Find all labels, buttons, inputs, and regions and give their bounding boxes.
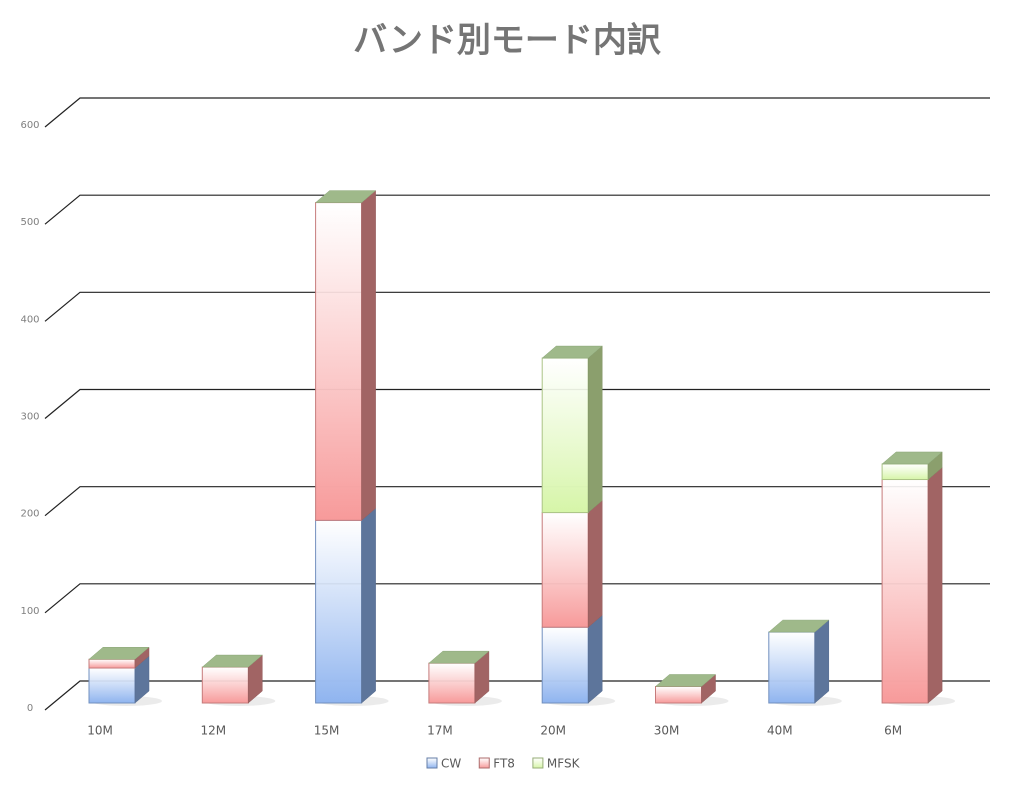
bar-segment [88, 655, 150, 704]
y-tick-label: 500 [20, 217, 39, 228]
grid-line [44, 291, 990, 322]
bar-segment [768, 619, 830, 704]
bar-top [314, 190, 377, 203]
x-tick-label: 20M [540, 724, 566, 738]
bar-top [201, 654, 263, 668]
bar-top [428, 650, 490, 664]
bar-top [654, 674, 717, 687]
grid-line [44, 486, 990, 517]
grid-line [44, 680, 990, 711]
y-tick-label: 300 [20, 412, 39, 423]
x-tick-label: 10M [87, 724, 113, 738]
grid-line [44, 97, 990, 128]
bar-segment [881, 466, 943, 704]
x-tick-label: 15M [314, 724, 340, 738]
legend-label: MFSK [547, 757, 581, 771]
legend-swatch [426, 757, 438, 769]
legend-label: FT8 [493, 757, 515, 771]
grid-line [44, 194, 990, 225]
legend-swatch [478, 757, 490, 769]
bar-segment [201, 654, 263, 704]
bar-top [88, 647, 150, 660]
x-tick-label: 17M [427, 724, 453, 738]
grid-line [44, 388, 990, 419]
legend-swatch [532, 757, 544, 769]
bar-segment [315, 190, 376, 521]
x-tick-label: 30M [654, 724, 680, 738]
y-tick-label: 0 [27, 703, 33, 714]
x-tick-label: 40M [767, 724, 793, 738]
bar-segment [541, 614, 603, 704]
bar-segment [541, 345, 603, 514]
bar-top [768, 619, 830, 633]
bar-segment [315, 507, 376, 704]
y-tick-label: 600 [20, 120, 39, 131]
y-tick-label: 400 [20, 314, 39, 325]
legend-label: CW [441, 757, 461, 771]
y-tick-label: 100 [20, 606, 39, 617]
chart-title: バンド別モード内訳 [353, 21, 662, 61]
x-tick-label: 12M [200, 724, 226, 738]
x-tick-label: 6M [884, 724, 902, 738]
y-tick-label: 200 [20, 509, 39, 520]
bar-top [541, 345, 603, 359]
bar-top [881, 451, 943, 465]
grid-line [44, 583, 990, 614]
bar-segment [541, 500, 603, 628]
